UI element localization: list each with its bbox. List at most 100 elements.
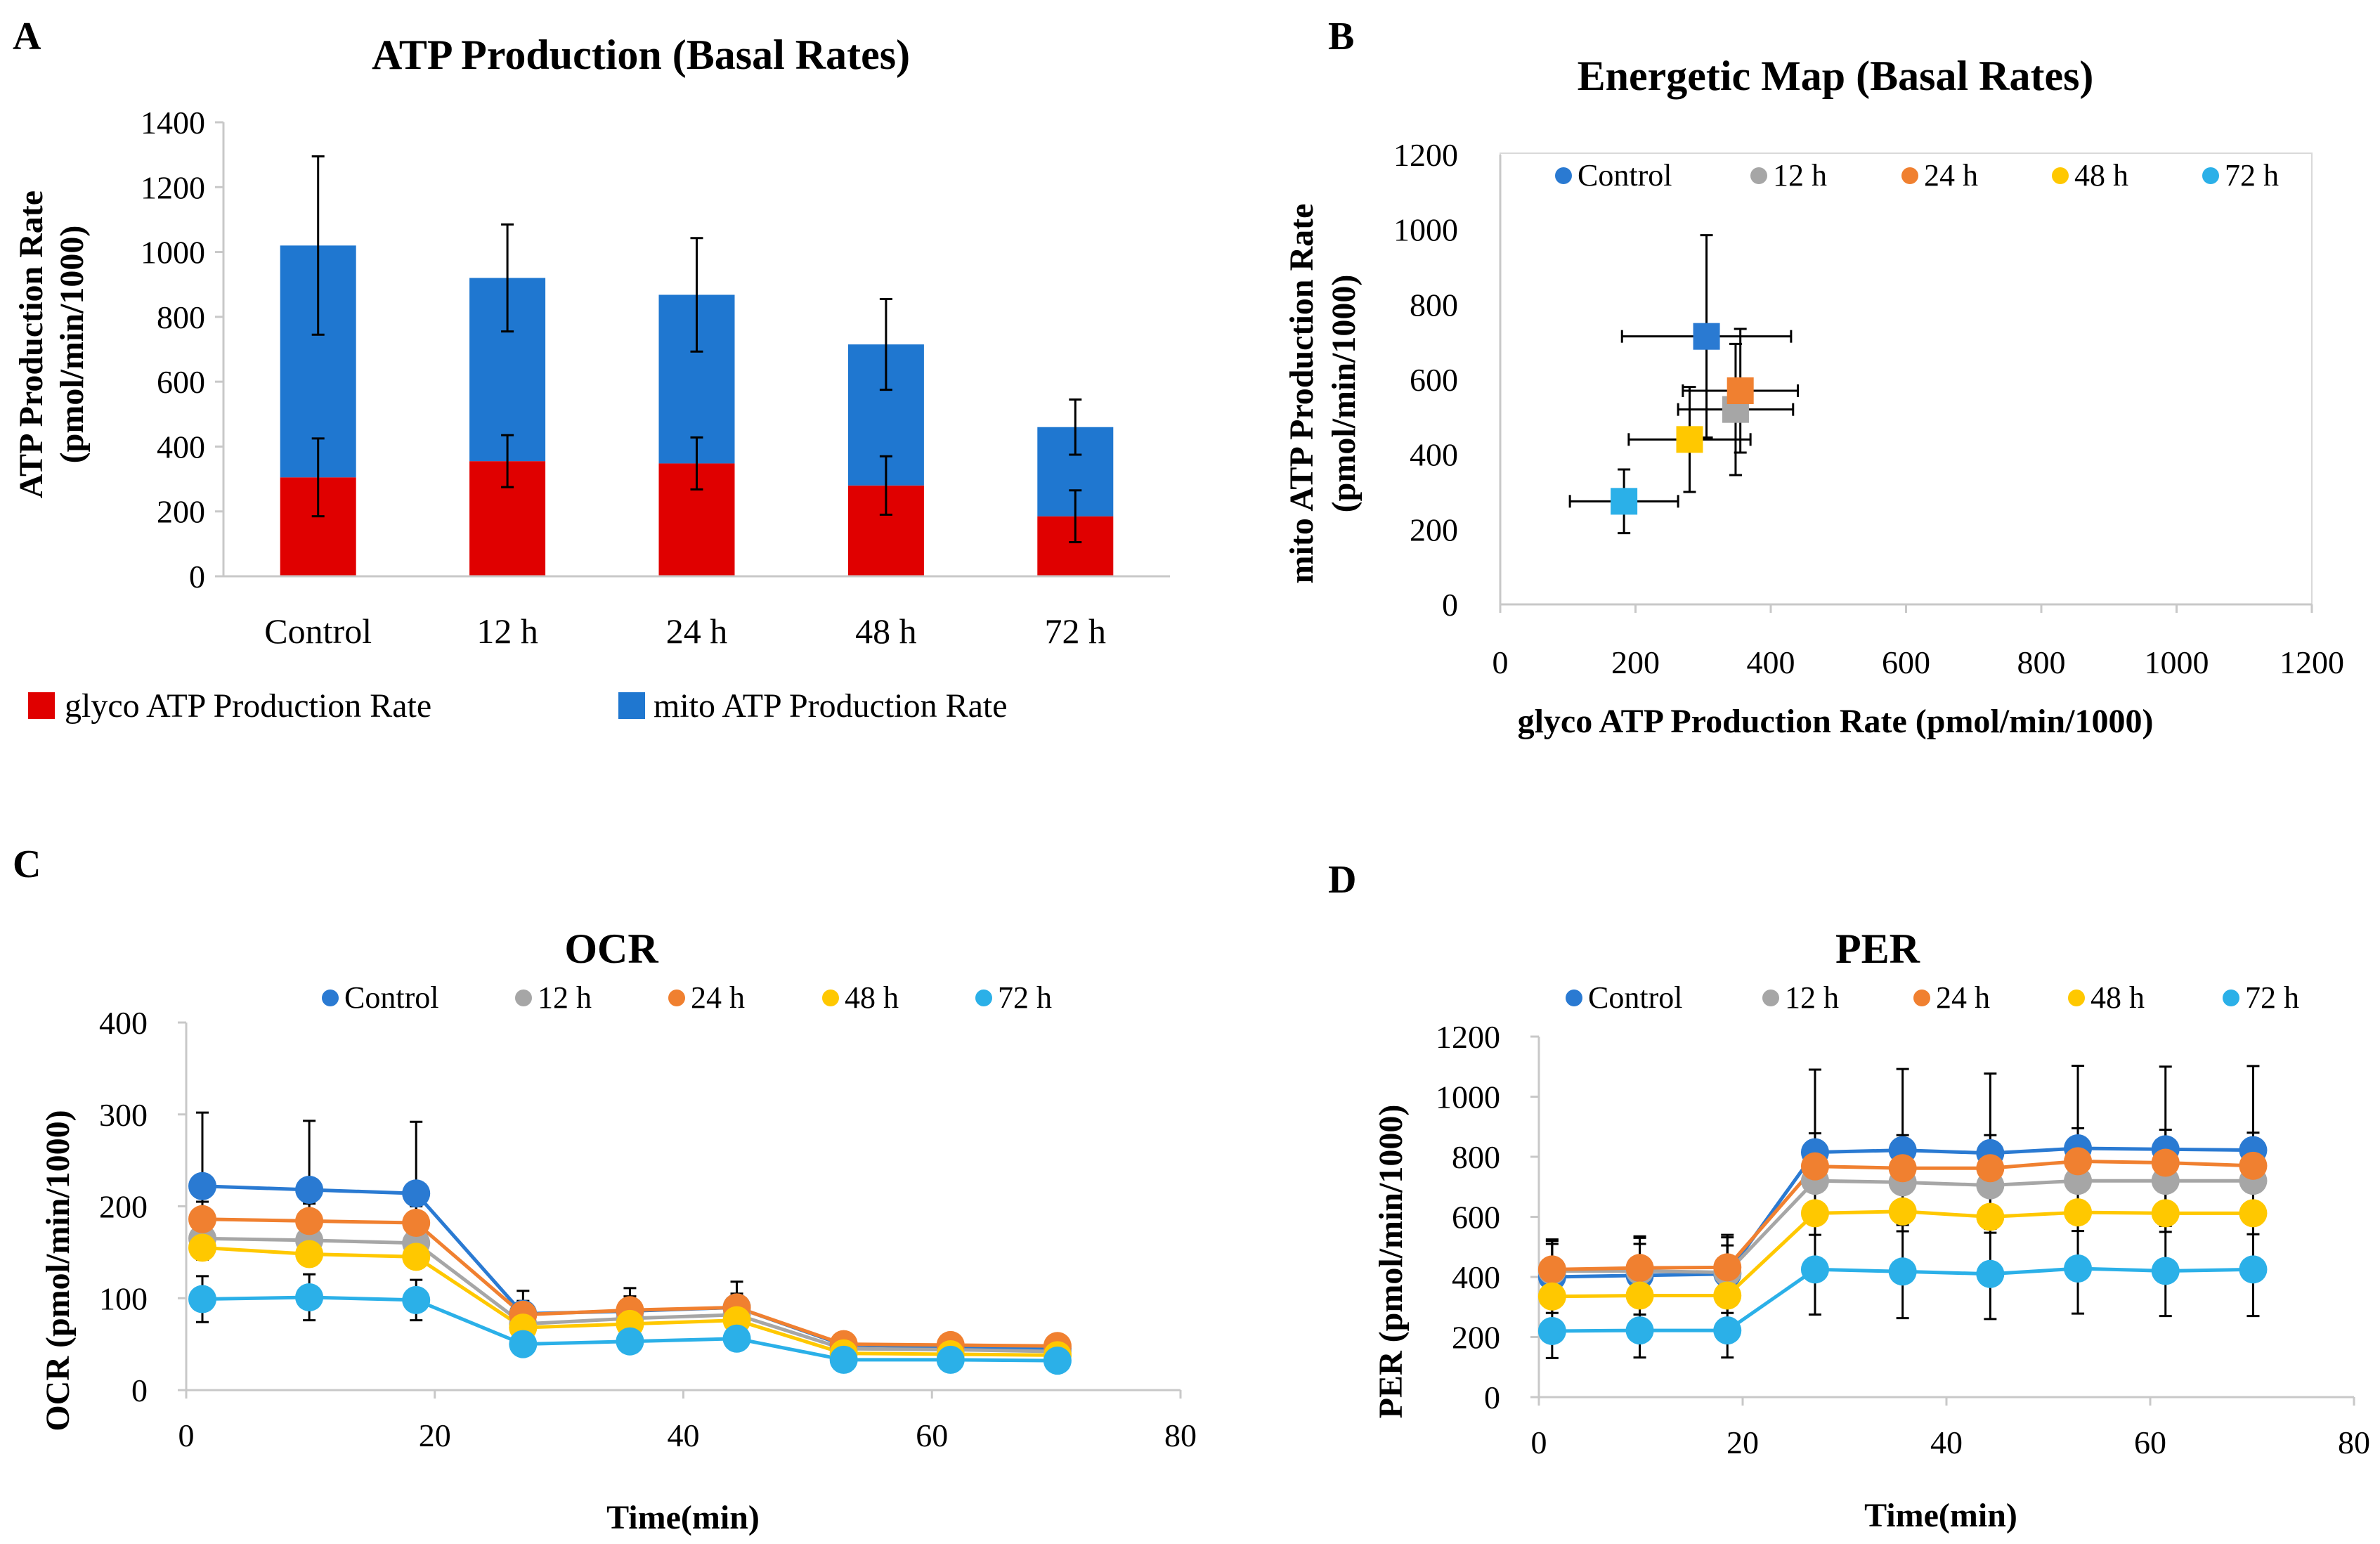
series-point-3-1 — [295, 1240, 324, 1269]
panel-c-xlabel: Time(min) — [606, 1499, 760, 1536]
panel-a-ylabel-line2: (pmol/min/1000) — [53, 226, 91, 464]
legend-marker-1 — [1762, 990, 1779, 1006]
panel-a-ytick-label: 400 — [157, 429, 205, 465]
series-point-2-1 — [295, 1207, 324, 1235]
legend-label-glyco: glyco ATP Production Rate — [65, 687, 431, 725]
scatter-point-2 — [1727, 377, 1754, 404]
series-point-3-6 — [2064, 1198, 2093, 1227]
panel-c-title: OCR — [564, 926, 658, 972]
panel-b-xtick-label: 200 — [1611, 644, 1660, 680]
legend-marker-4 — [2223, 990, 2239, 1006]
panel-a-category-label: 12 h — [476, 611, 538, 651]
legend-swatch-mito — [618, 692, 645, 719]
panel-c-ytick-label: 400 — [99, 1005, 148, 1041]
series-point-4-7 — [936, 1345, 965, 1374]
legend-marker-2 — [1913, 990, 1930, 1006]
legend-marker-0 — [1555, 167, 1572, 184]
series-point-4-0 — [1537, 1316, 1566, 1345]
panel-d-ytick-label: 0 — [1484, 1380, 1500, 1415]
panel-d-ytick-label: 200 — [1452, 1320, 1500, 1356]
panel-a-ytick-label: 600 — [157, 364, 205, 400]
panel-a-ytick-label: 200 — [157, 494, 205, 530]
legend-marker-3 — [2052, 167, 2069, 184]
panel-b-xtick-label: 600 — [1882, 644, 1930, 680]
panel-a-category-label: 24 h — [666, 611, 728, 651]
legend-label: 72 h — [998, 980, 1052, 1015]
series-point-2-2 — [1713, 1253, 1742, 1282]
legend-marker-3 — [822, 990, 839, 1006]
panel-d-letter: D — [1328, 858, 1356, 902]
legend-label: 48 h — [845, 980, 899, 1015]
panel-c-ytick-label: 100 — [99, 1280, 148, 1316]
legend-label: Control — [344, 980, 438, 1015]
scatter-point-0 — [1693, 323, 1720, 350]
legend-label: 12 h — [1773, 158, 1827, 193]
legend-marker-3 — [2068, 990, 2085, 1006]
panel-a-ytick-label: 1000 — [141, 235, 205, 271]
series-point-0-0 — [188, 1172, 216, 1200]
panel-b-ytick-label: 200 — [1410, 512, 1458, 547]
panel-d-xlabel: Time(min) — [1864, 1497, 2017, 1534]
series-point-4-2 — [1713, 1316, 1742, 1345]
panel-b-ytick-label: 400 — [1410, 437, 1458, 473]
series-point-4-6 — [2064, 1254, 2093, 1283]
panel-a-ytick-label: 1400 — [141, 105, 205, 141]
panel-b-xtick-label: 1200 — [2280, 644, 2344, 680]
series-point-4-4 — [1888, 1257, 1917, 1286]
panel-b-ylabel-line1: mito ATP Production Rate — [1283, 204, 1320, 584]
panel-d-ytick-label: 1000 — [1436, 1079, 1500, 1115]
legend-marker-2 — [1901, 167, 1918, 184]
series-point-0-1 — [295, 1175, 324, 1204]
legend-label: 48 h — [2090, 980, 2145, 1015]
legend-label: Control — [1588, 980, 1682, 1015]
panel-c-xtick-label: 60 — [916, 1418, 948, 1453]
panel-a-title: ATP Production (Basal Rates) — [372, 32, 910, 78]
series-point-4-1 — [295, 1283, 324, 1311]
series-point-4-5 — [722, 1324, 751, 1353]
legend-label-mito: mito ATP Production Rate — [653, 687, 1008, 725]
panel-a-letter: A — [13, 15, 41, 58]
series-point-2-3 — [1800, 1152, 1829, 1181]
panel-b-xtick-label: 0 — [1493, 644, 1509, 680]
series-point-3-5 — [1976, 1202, 2005, 1231]
panel-d-xtick-label: 60 — [2134, 1425, 2166, 1460]
panel-b-ytick-label: 600 — [1410, 362, 1458, 398]
panel-b-xtick-label: 800 — [2017, 644, 2066, 680]
series-point-3-8 — [2239, 1199, 2268, 1228]
series-point-2-0 — [188, 1205, 216, 1233]
series-point-3-7 — [2151, 1199, 2180, 1228]
panel-d-xtick-label: 0 — [1531, 1425, 1547, 1460]
panel-d-ytick-label: 1200 — [1436, 1019, 1500, 1055]
legend-label: 72 h — [2245, 980, 2299, 1015]
panel-d-xtick-label: 40 — [1930, 1425, 1963, 1460]
series-point-2-4 — [1888, 1154, 1917, 1183]
panel-c-xtick-label: 0 — [178, 1418, 195, 1453]
legend-label: 24 h — [1924, 158, 1978, 193]
panel-b-ytick-label: 1200 — [1393, 137, 1458, 173]
series-point-4-4 — [616, 1327, 644, 1356]
panel-d-xtick-label: 20 — [1727, 1425, 1759, 1460]
legend-marker-0 — [1566, 990, 1582, 1006]
panel-a-ytick-label: 800 — [157, 299, 205, 335]
legend-label: 72 h — [2225, 158, 2279, 193]
scatter-point-3 — [1676, 426, 1703, 453]
series-point-4-3 — [1800, 1255, 1829, 1284]
panel-c-ytick-label: 200 — [99, 1189, 148, 1225]
panel-b-ytick-label: 800 — [1410, 287, 1458, 323]
series-point-4-0 — [188, 1285, 216, 1313]
panel-b-letter: B — [1328, 15, 1354, 58]
legend-label: Control — [1578, 158, 1672, 193]
legend-marker-1 — [515, 990, 532, 1006]
panel-c-xtick-label: 80 — [1164, 1418, 1197, 1453]
series-point-4-7 — [2151, 1257, 2180, 1285]
panel-d-title: PER — [1835, 926, 1920, 972]
series-point-4-6 — [829, 1345, 858, 1374]
series-point-3-2 — [1713, 1281, 1742, 1310]
legend-marker-2 — [668, 990, 685, 1006]
series-point-4-8 — [1043, 1347, 1072, 1375]
legend-label: 12 h — [538, 980, 592, 1015]
panel-c-xtick-label: 40 — [668, 1418, 700, 1453]
series-point-3-2 — [402, 1243, 431, 1271]
panel-c-ytick-label: 300 — [99, 1097, 148, 1133]
